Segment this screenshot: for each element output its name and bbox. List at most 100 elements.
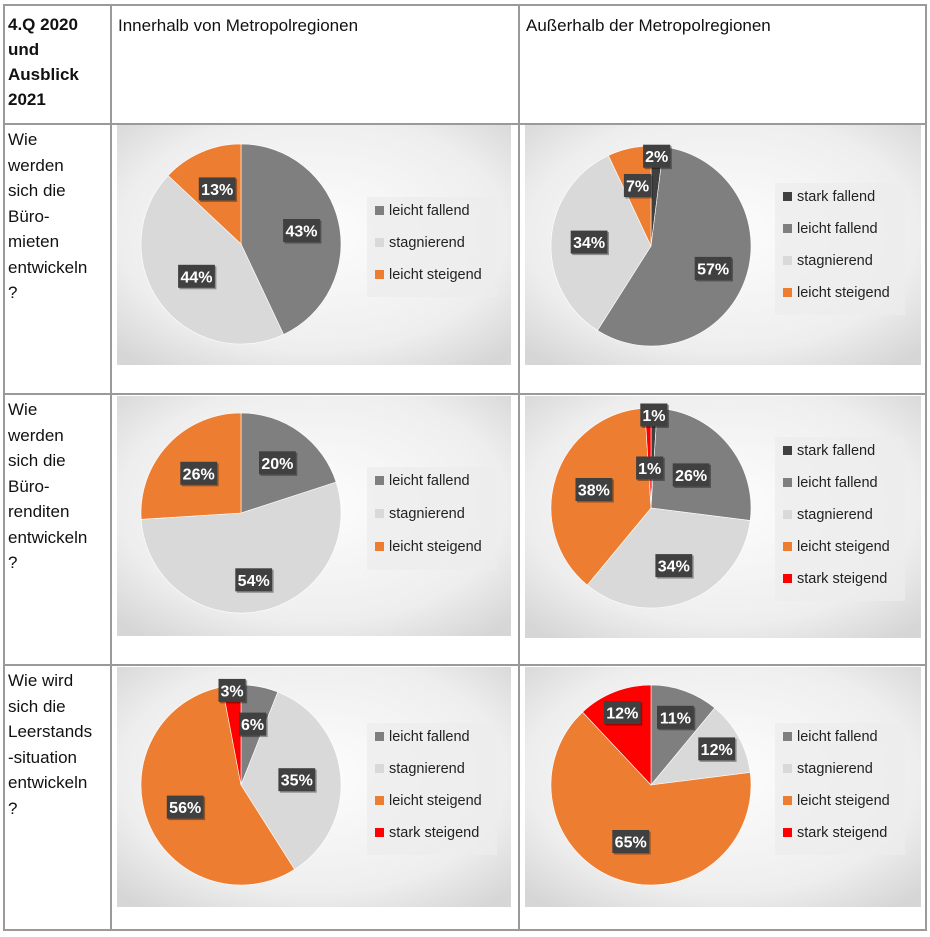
legend-swatch-leicht-steigend [375, 270, 384, 279]
svg-text:34%: 34% [658, 559, 690, 576]
data-label-stagnierend: 12% [698, 737, 737, 762]
legend-label-leicht-fallend: leicht fallend [797, 729, 878, 745]
legend-swatch-leicht-fallend [375, 206, 384, 215]
legend-box [775, 183, 905, 315]
svg-text:26%: 26% [183, 466, 215, 483]
legend-box [775, 723, 905, 855]
question-line: sich die [8, 696, 66, 716]
legend-box [367, 197, 497, 297]
svg-text:20%: 20% [261, 456, 293, 473]
data-label-stark-steigend: 3% [218, 678, 248, 704]
legend-swatch-leicht-steigend [783, 542, 792, 551]
question-line: Leerstands [8, 722, 93, 741]
data-label-stark-fallend: 2% [643, 144, 672, 170]
svg-text:57%: 57% [697, 261, 729, 278]
legend-box [775, 437, 905, 601]
chart-panel-yields-inside: 20% 54% 26% leicht fallend stagnierend leicht… [117, 396, 511, 636]
data-label-leicht-fallend: 20% [259, 451, 298, 476]
legend-label-stagnierend: stagnierend [797, 507, 873, 523]
question-line: ? [8, 283, 18, 302]
corner-line: Ausblick [8, 65, 79, 84]
data-label-leicht-steigend: 26% [180, 461, 219, 487]
legend-swatch-leicht-fallend [375, 476, 384, 485]
svg-text:26%: 26% [675, 468, 707, 485]
table-row-divider-3 [3, 664, 927, 666]
data-label-stark-fallend: 1% [640, 403, 669, 428]
data-label-leicht-steigend: 56% [166, 795, 206, 821]
table-border-top [3, 4, 927, 6]
legend-label-stark-steigend: stark steigend [797, 825, 887, 841]
question-line: werden [8, 425, 64, 445]
table-row-divider-2 [3, 393, 927, 395]
legend-swatch-leicht-steigend [375, 796, 384, 805]
data-label-stagnierend: 54% [235, 568, 274, 593]
column-header-inside: Innerhalb von Metropolregionen [118, 16, 359, 35]
corner-line: 4.Q 2020 [8, 15, 78, 34]
legend-swatch-stagnierend [375, 238, 384, 247]
data-label-leicht-fallend: 11% [657, 705, 696, 731]
legend-label-leicht-fallend: leicht fallend [797, 475, 878, 491]
row-question-vacancy: Wie wird sich die Leerstands -situation … [8, 668, 108, 821]
question-line: ? [8, 798, 18, 818]
corner-line: und [8, 40, 40, 59]
legend-label-leicht-steigend: leicht steigend [797, 285, 890, 301]
data-label-stark-steigend: 12% [603, 701, 643, 726]
table-border-right [925, 4, 927, 931]
data-label-stagnierend: 44% [178, 264, 217, 290]
data-label-stagnierend: 35% [278, 768, 317, 793]
data-label-stark-steigend: 1% [636, 456, 665, 481]
legend-label-stagnierend: stagnierend [389, 506, 465, 522]
legend-label-leicht-steigend: leicht steigend [389, 793, 482, 809]
legend-swatch-stark-steigend [375, 828, 384, 837]
legend-label-stagnierend: stagnierend [389, 761, 465, 777]
table-border-bottom [3, 929, 927, 931]
legend-swatch-stagnierend [783, 764, 792, 773]
svg-text:2%: 2% [645, 149, 668, 166]
legend-swatch-stagnierend [783, 256, 792, 265]
data-label-stagnierend: 34% [570, 230, 609, 256]
svg-text:7%: 7% [626, 179, 649, 196]
svg-text:11%: 11% [660, 710, 691, 727]
svg-text:3%: 3% [221, 683, 244, 700]
legend-swatch-leicht-steigend [783, 796, 792, 805]
table-col-divider-2 [518, 4, 520, 931]
legend-label-stark-fallend: stark fallend [797, 443, 875, 459]
legend-swatch-stark-steigend [783, 574, 792, 583]
svg-text:13%: 13% [201, 182, 233, 199]
question-line: Büro- [8, 206, 50, 226]
svg-text:65%: 65% [615, 835, 647, 852]
legend-swatch-stark-fallend [783, 446, 792, 455]
legend-box [367, 723, 497, 855]
data-label-leicht-steigend: 65% [612, 830, 651, 855]
legend-swatch-stagnierend [375, 764, 384, 773]
svg-text:56%: 56% [169, 800, 201, 817]
question-line: ? [8, 553, 18, 572]
svg-text:1%: 1% [638, 461, 661, 478]
legend-label-stagnierend: stagnierend [797, 761, 873, 777]
legend-label-leicht-steigend: leicht steigend [389, 539, 482, 555]
legend-label-leicht-steigend: leicht steigend [797, 539, 890, 555]
question-line: sich die [8, 181, 66, 200]
chart-panel-rents-outside: 2% 57% 34% 7% stark fallend leicht fallend sta… [525, 125, 921, 365]
legend-label-stark-steigend: stark steigend [389, 825, 479, 841]
pie-slice-leicht-steigend [550, 711, 752, 886]
legend-swatch-stagnierend [783, 510, 792, 519]
chart-panel-vacancy-inside: 6% 35% 56% 3% leicht fallend stagnierend leich… [117, 667, 511, 907]
data-label-leicht-steigend: 38% [575, 478, 614, 503]
data-label-leicht-steigend: 13% [198, 177, 238, 202]
data-label-leicht-fallend: 6% [239, 712, 268, 738]
corner-line: 2021 [8, 90, 46, 109]
svg-text:54%: 54% [238, 573, 270, 590]
question-line: entwickeln [8, 773, 88, 792]
row-question-yields: Wie werden sich die Büro- renditen entwi… [8, 397, 108, 576]
svg-text:35%: 35% [281, 773, 313, 790]
row-question-rents: Wie werden sich die Büro- mieten entwick… [8, 127, 108, 306]
legend-swatch-leicht-fallend [783, 732, 792, 741]
legend-label-stark-fallend: stark fallend [797, 189, 875, 205]
chart-panel-yields-outside: 1% 26% 34% 38% 1% stark fallend leicht fallend… [525, 396, 921, 638]
question-line: mieten [8, 232, 60, 251]
pie-slice-stagnierend [140, 481, 342, 614]
svg-text:12%: 12% [701, 742, 733, 759]
legend-label-stagnierend: stagnierend [797, 253, 873, 269]
question-line: entwickeln [8, 257, 88, 277]
